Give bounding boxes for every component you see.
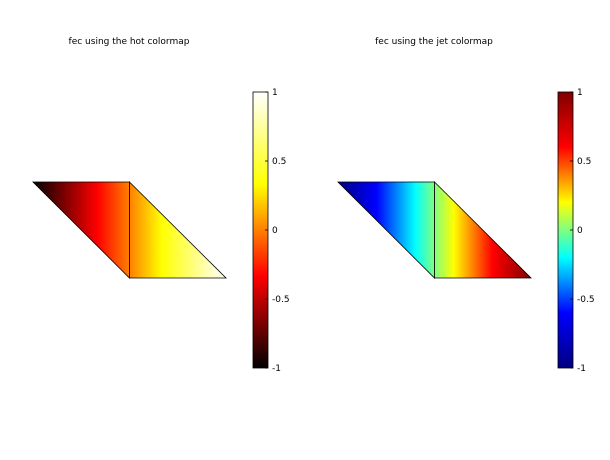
colorbar-tick-label-hot-1: -0.5 (272, 295, 290, 305)
colorbar-hot: -1 -0.5 0 0.5 1 (252, 88, 290, 374)
colorbar-tick-label-hot-2: 0 (272, 226, 278, 236)
colorbar-tick-label-jet-0: -1 (577, 364, 586, 374)
colorbar-tick-label-hot-0: -1 (272, 364, 281, 374)
plot-title-jet: fec using the jet colormap (375, 37, 493, 47)
mesh-hot (32, 181, 227, 279)
plot-title-hot: fec using the hot colormap (69, 37, 190, 47)
mesh-triangle-hot-2 (129, 181, 227, 279)
colorbar-jet: -1 -0.5 0 0.5 1 (557, 88, 595, 374)
colorbar-tick-label-jet-3: 0.5 (577, 157, 591, 167)
mesh-jet (337, 181, 532, 279)
colorbar-tick-label-jet-4: 1 (577, 88, 583, 98)
colorbar-tick-label-jet-2: 0 (577, 226, 583, 236)
colorbar-tick-label-hot-3: 0.5 (272, 157, 286, 167)
subplot-hot: fec using the hot colormap -1 -0.5 0 0.5 1 (32, 37, 290, 374)
colorbar-tick-label-hot-4: 1 (272, 88, 278, 98)
colorbar-tick-label-jet-1: -0.5 (577, 295, 595, 305)
subplot-jet: fec using the jet colormap -1 -0.5 0 0.5 1 (337, 37, 595, 374)
mesh-triangle-jet-2 (434, 181, 532, 279)
